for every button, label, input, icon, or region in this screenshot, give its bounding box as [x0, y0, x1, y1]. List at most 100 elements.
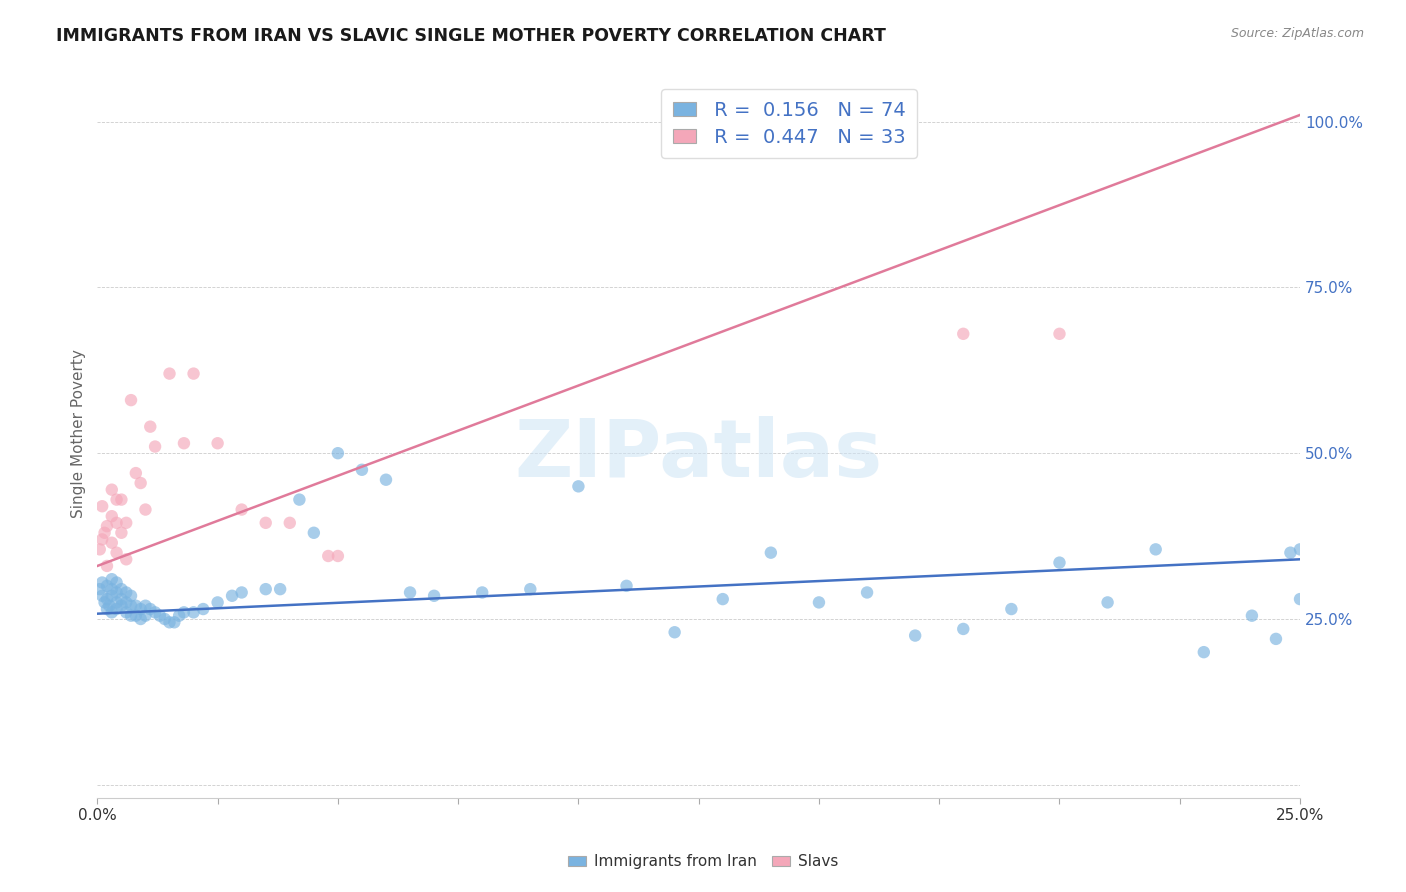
Point: [101, 582, 124, 596]
Point: [125, 608, 148, 623]
Legend:  R =  0.156   N = 74,  R =  0.447   N = 33: R = 0.156 N = 74, R = 0.447 N = 33: [661, 89, 917, 158]
Point: [101, 483, 124, 497]
Point: [143, 440, 166, 454]
Point: [471, 585, 494, 599]
Point: [98, 599, 121, 613]
Point: [125, 599, 148, 613]
Point: [207, 436, 229, 450]
Point: [120, 608, 142, 623]
Text: IMMIGRANTS FROM IRAN VS SLAVIC SINGLE MOTHER POVERTY CORRELATION CHART: IMMIGRANTS FROM IRAN VS SLAVIC SINGLE MO…: [56, 27, 886, 45]
Point: [952, 622, 974, 636]
Point: [101, 589, 124, 603]
Point: [120, 589, 142, 603]
Point: [664, 625, 686, 640]
Point: [115, 516, 138, 530]
Point: [207, 595, 229, 609]
Point: [159, 367, 181, 381]
Point: [105, 492, 128, 507]
Point: [807, 595, 830, 609]
Point: [1049, 556, 1071, 570]
Point: [519, 582, 541, 596]
Point: [101, 509, 124, 524]
Point: [326, 446, 349, 460]
Point: [254, 582, 277, 596]
Point: [193, 602, 215, 616]
Point: [139, 602, 162, 616]
Point: [96, 558, 118, 573]
Text: Source: ZipAtlas.com: Source: ZipAtlas.com: [1230, 27, 1364, 40]
Point: [120, 393, 142, 408]
Point: [167, 608, 190, 623]
Point: [1279, 546, 1302, 560]
Point: [904, 629, 927, 643]
Point: [1097, 595, 1119, 609]
Point: [91, 500, 114, 514]
Point: [93, 525, 115, 540]
Point: [159, 615, 181, 630]
Point: [129, 612, 152, 626]
Point: [96, 602, 118, 616]
Point: [173, 606, 195, 620]
Point: [134, 608, 156, 623]
Point: [399, 585, 422, 599]
Point: [1289, 542, 1312, 557]
Point: [326, 549, 349, 563]
Point: [89, 582, 111, 596]
Point: [350, 463, 373, 477]
Point: [183, 367, 205, 381]
Point: [316, 549, 339, 563]
Point: [269, 582, 291, 596]
Point: [105, 602, 128, 616]
Point: [231, 502, 253, 516]
Point: [125, 466, 148, 480]
Point: [134, 502, 156, 516]
Point: [221, 589, 243, 603]
Point: [89, 542, 111, 557]
Point: [105, 575, 128, 590]
Point: [173, 436, 195, 450]
Point: [1000, 602, 1022, 616]
Point: [288, 492, 311, 507]
Point: [1049, 326, 1071, 341]
Point: [101, 535, 124, 549]
Legend: Immigrants from Iran, Slavs: Immigrants from Iran, Slavs: [561, 848, 845, 875]
Point: [856, 585, 879, 599]
Point: [105, 585, 128, 599]
Point: [567, 479, 589, 493]
Point: [110, 492, 132, 507]
Point: [163, 615, 186, 630]
Point: [110, 599, 132, 613]
Point: [129, 476, 152, 491]
Point: [139, 419, 162, 434]
Point: [183, 606, 205, 620]
Point: [254, 516, 277, 530]
Point: [91, 589, 114, 603]
Y-axis label: Single Mother Poverty: Single Mother Poverty: [72, 349, 86, 517]
Point: [616, 579, 638, 593]
Point: [153, 612, 176, 626]
Point: [91, 533, 114, 547]
Point: [115, 595, 138, 609]
Point: [711, 592, 734, 607]
Point: [96, 579, 118, 593]
Point: [115, 552, 138, 566]
Point: [110, 582, 132, 596]
Point: [115, 585, 138, 599]
Point: [423, 589, 446, 603]
Point: [278, 516, 301, 530]
Text: ZIPatlas: ZIPatlas: [515, 417, 883, 494]
Point: [101, 606, 124, 620]
Point: [96, 519, 118, 533]
Point: [302, 525, 325, 540]
Point: [105, 516, 128, 530]
Point: [952, 326, 974, 341]
Point: [375, 473, 398, 487]
Point: [110, 592, 132, 607]
Point: [110, 525, 132, 540]
Point: [1144, 542, 1167, 557]
Point: [1265, 632, 1288, 646]
Point: [93, 595, 115, 609]
Point: [1192, 645, 1215, 659]
Point: [759, 546, 782, 560]
Point: [96, 592, 118, 607]
